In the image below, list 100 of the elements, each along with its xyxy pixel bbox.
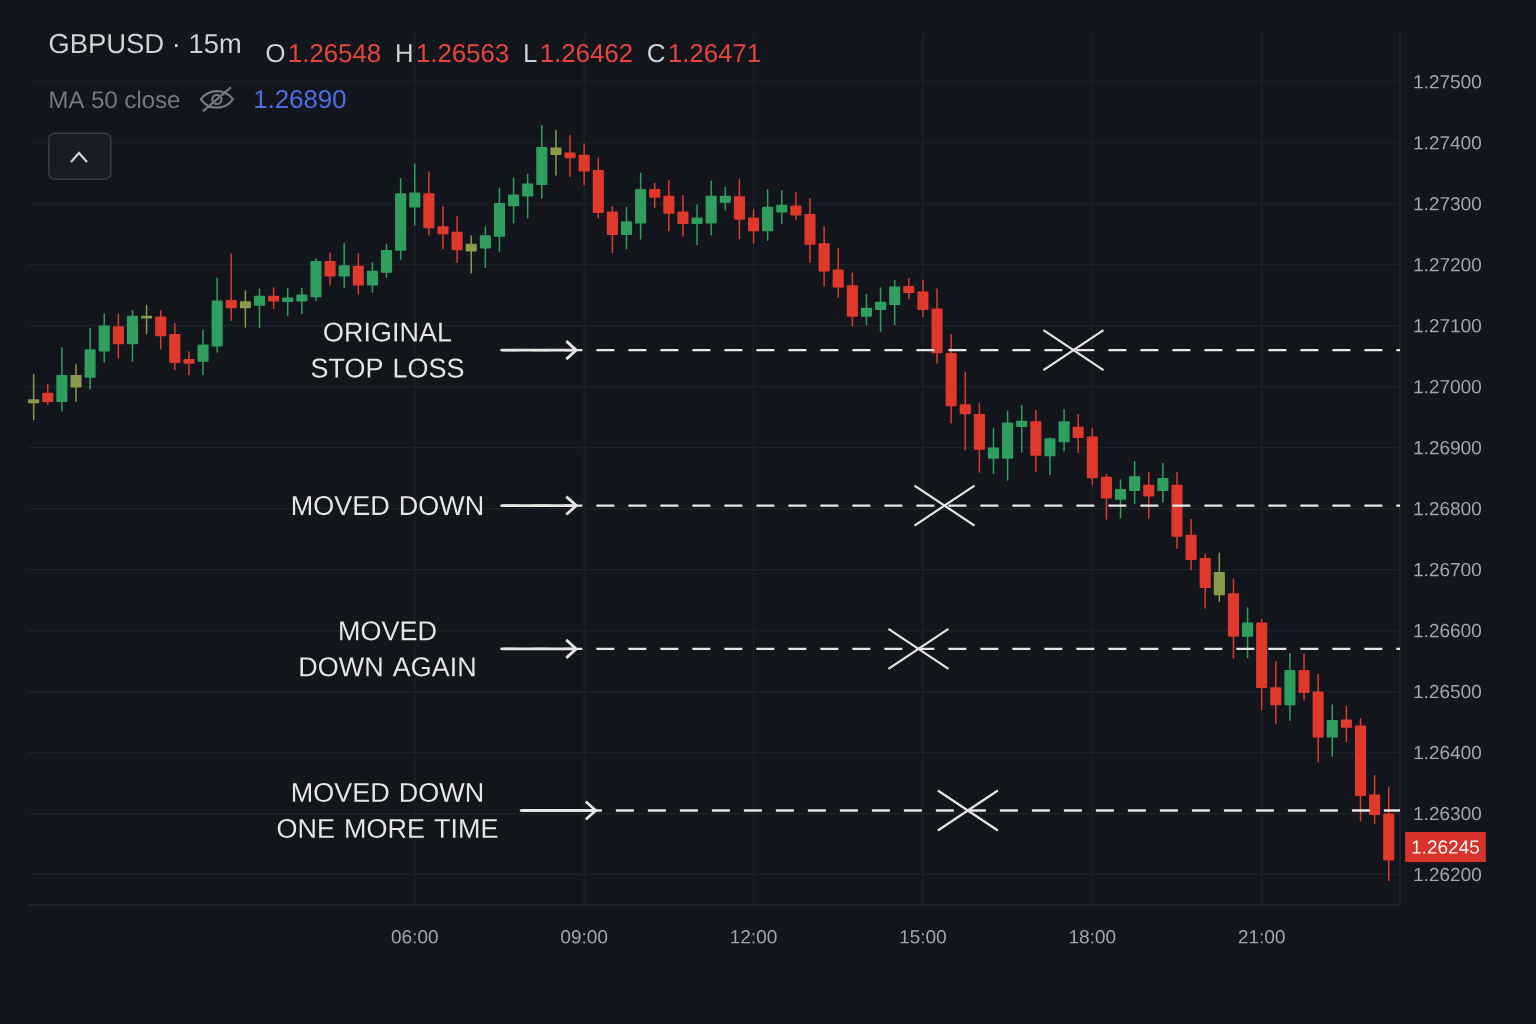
x-tick-label: 09:00 bbox=[561, 930, 608, 944]
candlestick bbox=[1242, 607, 1254, 659]
candlestick bbox=[564, 134, 576, 178]
candlestick bbox=[818, 226, 830, 287]
annotation: 1.26471 bbox=[669, 43, 760, 63]
candlestick bbox=[296, 287, 308, 315]
candlestick bbox=[409, 163, 421, 226]
annotation: 1.26563 bbox=[417, 43, 509, 63]
candlestick bbox=[1114, 479, 1127, 519]
candlestick bbox=[1326, 704, 1338, 757]
candlestick bbox=[310, 257, 322, 302]
candlestick bbox=[719, 186, 731, 211]
candlestick bbox=[1284, 653, 1296, 721]
candlestick bbox=[832, 247, 844, 298]
candlestick bbox=[860, 293, 873, 326]
candlestick bbox=[762, 188, 774, 242]
candlestick bbox=[1044, 437, 1056, 476]
candlestick bbox=[479, 226, 491, 268]
candlestick bbox=[1312, 673, 1324, 763]
candlestick bbox=[804, 198, 816, 264]
candlestick bbox=[1171, 471, 1183, 550]
candlestick bbox=[747, 209, 760, 244]
annotation: L bbox=[525, 44, 537, 62]
candlestick bbox=[155, 310, 167, 350]
candlestick bbox=[197, 329, 209, 376]
candlestick bbox=[465, 235, 477, 274]
candlestick bbox=[1086, 428, 1098, 485]
candlestick bbox=[1100, 473, 1112, 520]
annotation: C bbox=[648, 43, 665, 63]
candlestick bbox=[380, 243, 393, 278]
candlestick bbox=[733, 178, 745, 240]
candlestick bbox=[395, 177, 407, 260]
candlestick bbox=[112, 313, 124, 359]
annotation: O bbox=[266, 43, 285, 63]
candlestick bbox=[1199, 553, 1211, 609]
candlestick bbox=[451, 215, 463, 264]
candlestick bbox=[1058, 409, 1070, 452]
y-tick-label: 1.26500 bbox=[1414, 684, 1481, 699]
annotation: 1.26245 bbox=[1412, 840, 1480, 854]
annotation: 1.26462 bbox=[541, 43, 632, 63]
candlestick bbox=[1030, 409, 1042, 473]
ref-line-label: MOVED DOWN AGAIN bbox=[300, 621, 475, 677]
candlestick bbox=[973, 402, 985, 473]
candlestick bbox=[1129, 460, 1141, 504]
candlestick bbox=[508, 177, 520, 224]
candlestick bbox=[1383, 786, 1395, 882]
candlestick bbox=[705, 180, 717, 236]
candlestick bbox=[1213, 552, 1225, 603]
candlestick bbox=[931, 288, 943, 364]
candlestick bbox=[98, 313, 110, 363]
y-tick-label: 1.26300 bbox=[1414, 806, 1481, 821]
candlestick bbox=[1002, 410, 1014, 481]
annotation: 1.26890 bbox=[255, 89, 346, 109]
candlestick bbox=[550, 129, 562, 176]
candlestick bbox=[889, 279, 901, 326]
candlestick bbox=[620, 206, 633, 250]
y-tick-label: 1.27200 bbox=[1414, 257, 1481, 272]
candlestick bbox=[324, 252, 336, 286]
ref-line-label: MOVED DOWN ONE MORE TIME bbox=[277, 782, 498, 839]
y-tick-label: 1.27100 bbox=[1414, 318, 1481, 333]
candlestick bbox=[183, 351, 195, 376]
candlestick bbox=[1185, 518, 1197, 571]
y-tick-label: 1.26600 bbox=[1414, 623, 1481, 638]
x-tick-label: 06:00 bbox=[391, 930, 438, 944]
candlestick bbox=[790, 192, 802, 221]
annotation: MA 50 close bbox=[50, 90, 180, 109]
candlestick bbox=[592, 157, 604, 219]
candlestick bbox=[126, 309, 139, 362]
chart-title: GBPUSD · 15m bbox=[49, 33, 240, 54]
candlestick bbox=[578, 143, 590, 186]
candlestick bbox=[169, 323, 181, 371]
x-tick-label: 21:00 bbox=[1238, 930, 1285, 944]
candlestick bbox=[1369, 774, 1381, 825]
candlestick bbox=[1340, 705, 1352, 743]
candlestick bbox=[493, 187, 505, 253]
ref-line-label: MOVED DOWN bbox=[292, 496, 483, 516]
candlestick bbox=[635, 172, 647, 240]
candlestick bbox=[423, 171, 435, 236]
candlestick bbox=[42, 383, 54, 406]
candlestick bbox=[536, 124, 548, 199]
y-tick-label: 1.26800 bbox=[1414, 501, 1481, 516]
x-tick-label: 12:00 bbox=[731, 930, 777, 944]
annotation: 1.26548 bbox=[289, 43, 381, 63]
candlestick bbox=[56, 346, 68, 412]
y-tick-label: 1.27400 bbox=[1414, 136, 1481, 150]
candlestick bbox=[1157, 462, 1169, 503]
candlestick bbox=[352, 252, 364, 295]
y-tick-label: 1.26400 bbox=[1414, 745, 1481, 760]
ref-line-label: ORIGINAL STOP LOSS bbox=[311, 322, 464, 378]
candlestick bbox=[691, 204, 703, 246]
candlestick bbox=[649, 182, 661, 209]
candlestick bbox=[211, 277, 223, 353]
candlestick bbox=[903, 277, 915, 300]
candlestick bbox=[1256, 618, 1268, 711]
candlestick bbox=[253, 288, 266, 329]
candlestick bbox=[1072, 413, 1084, 454]
candlestick bbox=[846, 272, 858, 327]
x-tick-label: 18:00 bbox=[1069, 930, 1116, 944]
candlestick bbox=[437, 206, 449, 250]
candlestick bbox=[776, 190, 788, 224]
